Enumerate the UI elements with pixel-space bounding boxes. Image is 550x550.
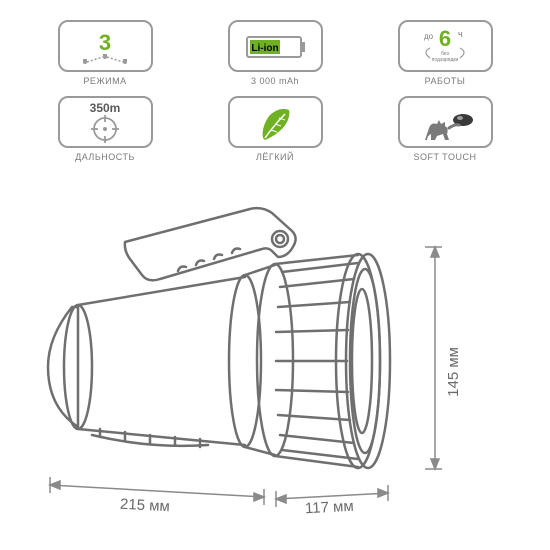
dim-height: 145 мм: [445, 347, 462, 397]
svg-text:Li-ion: Li-ion: [251, 43, 278, 54]
dim-length: 215 мм: [120, 496, 171, 516]
modes-icon: 3: [65, 24, 145, 69]
spec-grid: 3 РЕЖИМА Li-ion 3 000 mAh: [30, 20, 520, 162]
flashlight-diagram: 145 мм 215 мм 117 мм: [30, 187, 520, 517]
spec-modes-label: РЕЖИМА: [83, 76, 126, 86]
crosshair-icon: 350m: [65, 98, 145, 146]
spec-runtime-label: РАБОТЫ: [425, 76, 466, 86]
spec-battery: Li-ion 3 000 mAh: [200, 20, 350, 86]
spec-weight-box: [228, 96, 323, 148]
spec-distance: 350m ДАЛЬНОСТЬ: [30, 96, 180, 162]
spec-distance-label: ДАЛЬНОСТЬ: [75, 152, 135, 162]
spec-modes-box: 3: [58, 20, 153, 72]
svg-text:350m: 350m: [90, 101, 121, 115]
runtime-prefix: до: [424, 32, 434, 41]
svg-text:подзарядки: подзарядки: [432, 57, 459, 63]
spec-softtouch-label: SOFT TOUCH: [413, 152, 476, 162]
dim-width: 117 мм: [305, 498, 355, 518]
battery-icon: Li-ion: [235, 24, 315, 69]
feather-icon: [235, 100, 315, 145]
cat-icon: [405, 100, 485, 145]
spec-weight: ЛЁГКИЙ: [200, 96, 350, 162]
svg-text:3: 3: [99, 30, 111, 55]
spec-distance-box: 350m: [58, 96, 153, 148]
spec-battery-box: Li-ion: [228, 20, 323, 72]
spec-softtouch-box: [398, 96, 493, 148]
spec-softtouch: SOFT TOUCH: [370, 96, 520, 162]
spec-runtime: до 6 ч без подзарядки РАБОТЫ: [370, 20, 520, 86]
runtime-value: 6: [439, 26, 451, 51]
runtime-suffix: ч: [458, 29, 463, 39]
runtime-icon: до 6 ч без подзарядки: [400, 22, 490, 70]
spec-battery-label: 3 000 mAh: [251, 76, 299, 86]
spec-modes: 3 РЕЖИМА: [30, 20, 180, 86]
spec-runtime-box: до 6 ч без подзарядки: [398, 20, 493, 72]
spec-weight-label: ЛЁГКИЙ: [256, 152, 294, 162]
